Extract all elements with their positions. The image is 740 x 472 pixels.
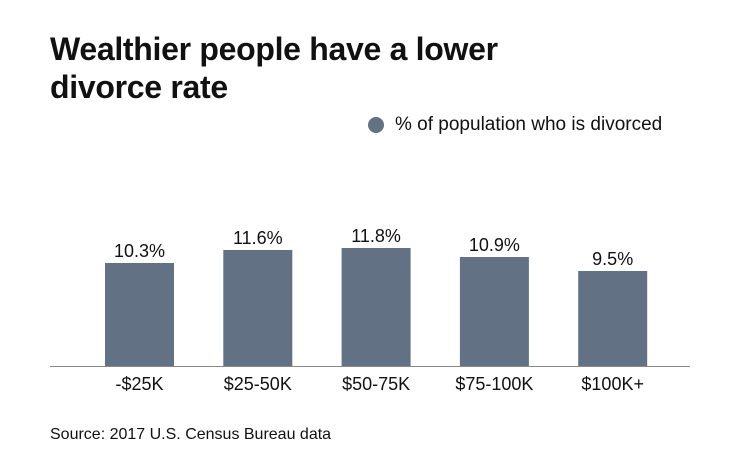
data-label: 9.5% bbox=[592, 249, 633, 269]
x-tick-label: $75-100K bbox=[455, 374, 533, 394]
legend-marker bbox=[368, 117, 384, 133]
legend-label: % of population who is divorced bbox=[395, 114, 663, 135]
bar bbox=[223, 250, 293, 366]
bar bbox=[578, 271, 648, 366]
data-label: 11.8% bbox=[351, 226, 401, 246]
bar bbox=[105, 263, 174, 366]
x-tick-label: -$25K bbox=[115, 374, 163, 394]
bar bbox=[341, 248, 411, 366]
source-note: Source: 2017 U.S. Census Bureau data bbox=[50, 426, 332, 443]
chart-title: Wealthier people have a lower divorce ra… bbox=[50, 31, 498, 105]
bar bbox=[459, 257, 529, 366]
x-tick-label: $100K+ bbox=[581, 374, 644, 394]
data-label: 10.9% bbox=[469, 235, 520, 255]
x-tick-label: $25-50K bbox=[224, 374, 292, 394]
legend: % of population who is divorced bbox=[368, 114, 662, 136]
data-label: 11.6% bbox=[233, 228, 283, 248]
data-label: 10.3% bbox=[114, 241, 165, 261]
x-tick-label: $50-75K bbox=[342, 374, 410, 394]
